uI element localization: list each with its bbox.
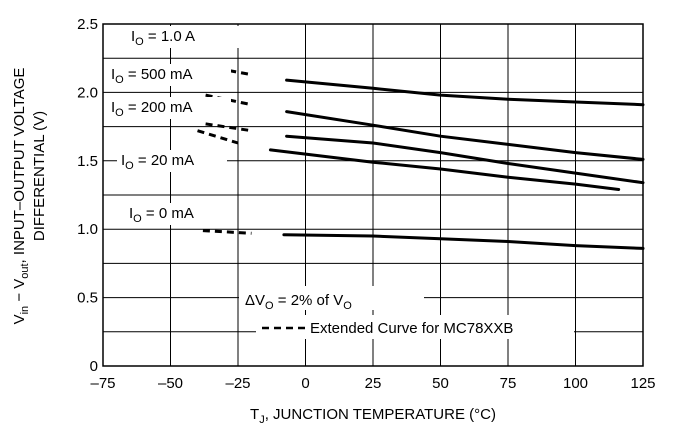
curve-label-bg	[125, 203, 231, 225]
curve-label-bg	[107, 97, 231, 119]
curve-line	[285, 134, 645, 185]
x-tick-label: 0	[301, 375, 309, 392]
curve-line	[285, 110, 645, 161]
curves	[197, 64, 645, 250]
x-tick-label: 75	[500, 375, 517, 392]
plot-frame	[102, 23, 644, 367]
legend-condition-bg	[239, 286, 424, 310]
curve-label: IO = 1.0 A	[131, 28, 195, 48]
y-axis-title: Vin − Vout, INPUT–OUTPUT VOLTAGE DIFFERE…	[11, 68, 48, 325]
y-tick-label: 1.0	[77, 221, 98, 238]
y-tick-label: 0	[90, 358, 98, 375]
x-axis-title: TJ, JUNCTION TEMPERATURE (°C)	[250, 406, 496, 426]
curve-extended-dashed	[205, 122, 252, 133]
curve-line	[285, 78, 645, 107]
curve-label-bg	[117, 150, 227, 172]
y-axis-title-line2: DIFFERENTIAL (V)	[31, 111, 48, 241]
legend-dashed-entry: Extended Curve for MC78XXB	[310, 320, 513, 337]
x-tick-label: 25	[365, 375, 382, 392]
curve-label-bg	[107, 64, 231, 86]
curve-extended-dashed	[205, 64, 252, 77]
curve-label: IO = 500 mA	[111, 66, 193, 86]
curve-extended-dashed	[205, 93, 252, 107]
y-tick-label: 0.5	[77, 290, 98, 307]
y-tick-label: 1.5	[77, 153, 98, 170]
x-tick-label: 125	[630, 375, 655, 392]
curve-label: IO = 0 mA	[129, 205, 194, 225]
x-tick-label: 50	[432, 375, 449, 392]
tick-labels: –75 –50 –25 0 25 50 75 100 125 0 0.5 1.0 1.5 2.0 2.5	[77, 16, 655, 392]
x-tick-label: 100	[563, 375, 588, 392]
curve-label: IO = 20 mA	[121, 152, 194, 172]
x-tick-label: –25	[225, 375, 250, 392]
x-tick-label: –50	[158, 375, 183, 392]
legend: ΔVO = 2% of VO Extended Curve for MC78XXB	[239, 286, 574, 339]
y-axis-title-line1: Vin − Vout, INPUT–OUTPUT VOLTAGE	[11, 68, 31, 325]
curve-line	[282, 233, 645, 250]
curve-line	[268, 148, 621, 191]
legend-entry-bg	[256, 315, 574, 339]
curve-extended-dashed	[202, 229, 252, 235]
curve-label: IO = 200 mA	[111, 99, 193, 119]
y-tick-label: 2.0	[77, 84, 98, 101]
y-tick-label: 2.5	[77, 16, 98, 33]
curve-labels: IO = 1.0 A IO = 500 mA IO = 200 mA IO = 20 …	[107, 26, 239, 225]
legend-condition: ΔVO = 2% of VO	[245, 292, 352, 312]
curve-label-bg	[127, 26, 239, 48]
x-tick-label: –75	[90, 375, 115, 392]
curve-extended-dashed	[197, 129, 239, 145]
